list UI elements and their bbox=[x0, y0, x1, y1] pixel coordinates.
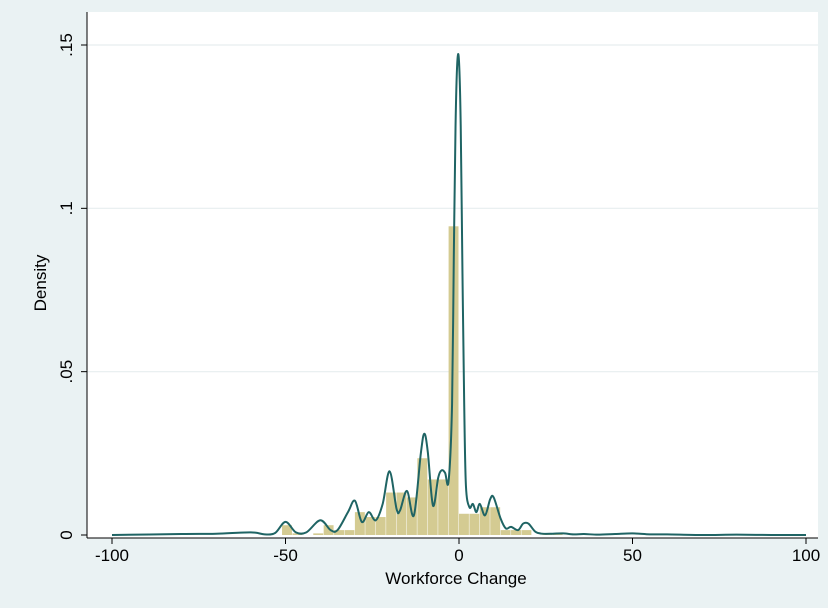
histogram-bar-21 bbox=[511, 530, 521, 535]
y-tick-label-3: .15 bbox=[57, 33, 76, 57]
y-axis-title: Density bbox=[31, 254, 50, 311]
x-tick-label-4: 100 bbox=[792, 546, 820, 565]
histogram-bar-18 bbox=[480, 507, 490, 535]
x-tick-label-2: 0 bbox=[454, 546, 463, 565]
histogram-bar-17 bbox=[469, 514, 479, 535]
histogram-bar-14 bbox=[438, 479, 448, 535]
y-tick-label-1: .05 bbox=[57, 360, 76, 384]
histogram-bar-5 bbox=[344, 530, 354, 535]
histogram-bar-16 bbox=[459, 514, 469, 535]
x-tick-label-1: -50 bbox=[273, 546, 298, 565]
histogram-bar-2 bbox=[313, 533, 323, 535]
histogram-bar-20 bbox=[501, 530, 511, 535]
y-tick-label-0: 0 bbox=[57, 530, 76, 539]
x-tick-label-0: -100 bbox=[95, 546, 129, 565]
histogram-bar-22 bbox=[521, 530, 531, 535]
y-tick-label-2: .1 bbox=[57, 201, 76, 215]
x-axis-title: Workforce Change bbox=[385, 569, 526, 588]
x-tick-label-3: 50 bbox=[623, 546, 642, 565]
